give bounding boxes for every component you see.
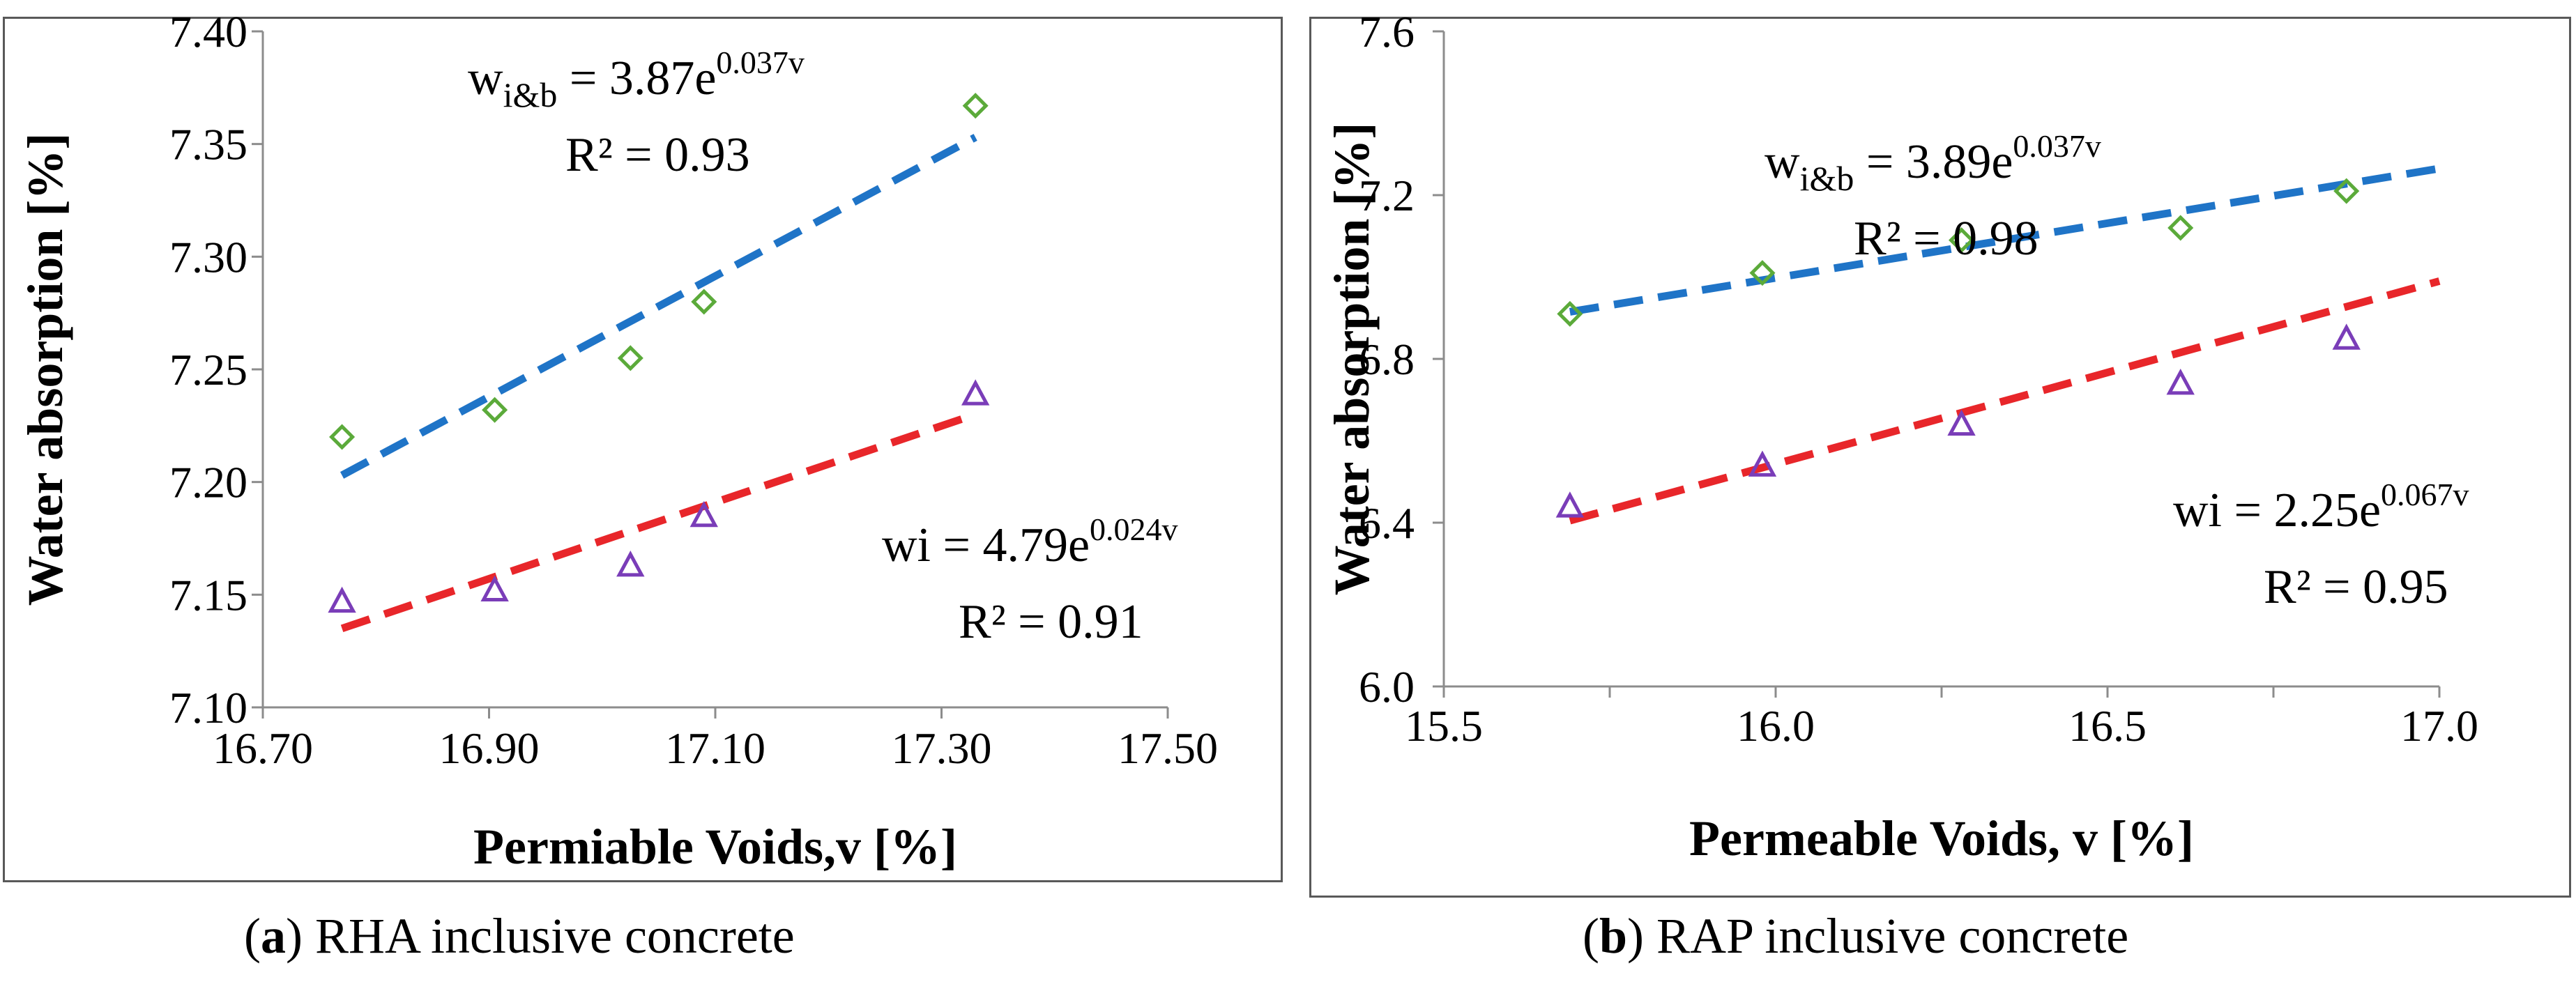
chart-b-equation-wi: wi = 2.25e0.067v [2173,477,2469,537]
caption-a-text: RHA inclusive concrete [302,908,795,964]
caption-a: (a) RHA inclusive concrete [244,908,795,964]
chart-a-y-tick-label: 7.25 [169,345,247,394]
chart-b-point-wi [1748,450,1777,477]
caption-b-label: b [1599,908,1628,964]
caption-a-label: a [260,908,286,964]
chart-a-equation-wib: wi&b = 3.87e0.037v [468,45,805,114]
chart-a-point-wib [617,345,643,371]
chart-b-point-wi [1555,491,1585,518]
chart-a-y-tick-label: 7.20 [169,458,247,507]
chart-a-y-axis-label: Water absorption [%] [17,133,73,606]
chart-a-r-squared-wib: R² = 0.93 [565,128,750,182]
chart-b-y-tick-label: 7.2 [1359,171,1415,220]
chart-a-r-squared-wi: R² = 0.91 [959,595,1143,649]
chart-a-svg: 7.10 7.15 7.20 7.25 7.30 7.35 7.40 16.70 16.90 17… [17,7,1218,875]
chart-b-x-tick-label: 17.0 [2400,701,2478,751]
chart-b-point-wi [2166,368,2195,395]
chart-b-x-axis-label: Permeable Voids, v [%] [1689,811,2194,866]
chart-a-y-tick-label: 7.35 [169,120,247,169]
chart-a-equation-wi: wi = 4.79e0.024v [882,512,1178,572]
chart-a-x-axis-label: Permiable Voids,v [%] [473,819,957,875]
chart-a-x-tick-label: 16.90 [439,723,540,773]
chart-b-point-wi [1947,409,1976,436]
chart-a-y-tick-label: 7.30 [169,232,247,282]
chart-b-x-tick-label: 16.0 [1737,701,1815,751]
chart-a-trend-line-wib [340,134,977,479]
chart-a-x-tick-label: 17.10 [665,723,765,773]
chart-b-point-wib [1557,300,1583,327]
chart-b-y-tick-label: 6.0 [1359,662,1415,712]
chart-a-point-wib [962,93,989,119]
chart-panel-b: 6.0 6.4 6.8 7.2 7.6 15.5 16.0 16.5 17.0 Permeable… [1309,7,2571,898]
chart-b-x-tick-label: 15.5 [1405,701,1483,751]
chart-a-point-wib [691,289,717,315]
chart-a-point-wi [961,379,990,406]
chart-a-x-tick-label: 17.50 [1118,723,1218,773]
chart-a-y-tick-label: 7.10 [169,683,247,732]
chart-a-point-wi [689,500,718,528]
chart-b-y-tick-label: 7.6 [1359,7,1415,56]
chart-b-y-tick-label: 6.4 [1359,498,1415,548]
chart-b-point-wib [1749,260,1776,286]
chart-b-y-tick-label: 6.8 [1359,335,1415,384]
chart-a-point-wi [328,586,356,613]
chart-b-equation-wib: wi&b = 3.89e0.037v [1765,128,2101,198]
chart-a-point-wib [329,424,356,450]
chart-a-trend-line-wi [340,410,977,633]
caption-b: (b) RAP inclusive concrete [1583,908,2129,964]
chart-b-point-wib [1949,227,1975,254]
chart-a-point-wi [480,575,509,601]
chart-b-y-axis-label: Water absorption [%] [1324,123,1380,596]
chart-b-trend-line-wi [1569,277,2441,525]
chart-panel-a: 7.10 7.15 7.20 7.25 7.30 7.35 7.40 16.70 16.90 17… [3,7,1283,882]
chart-a-x-tick-label: 16.70 [213,723,313,773]
chart-a-y-tick-label: 7.40 [169,7,247,56]
chart-a-point-wib [482,397,508,423]
chart-b-point-wib [2333,178,2360,204]
chart-b-x-tick-label: 16.5 [2068,701,2147,751]
chart-a-point-wi [616,551,645,577]
chart-b-point-wib [2167,215,2194,241]
chart-a-x-tick-label: 17.30 [892,723,992,773]
chart-b-r-squared-wi: R² = 0.95 [2264,560,2448,614]
chart-b-trend-line-wib [1569,164,2440,316]
chart-b-svg: 6.0 6.4 6.8 7.2 7.6 15.5 16.0 16.5 17.0 Permeable… [1324,7,2478,866]
caption-b-text: RAP inclusive concrete [1644,908,2129,964]
chart-b-point-wi [2332,323,2361,350]
chart-b-r-squared-wib: R² = 0.98 [1854,212,2038,266]
chart-a-y-tick-label: 7.15 [169,570,247,620]
